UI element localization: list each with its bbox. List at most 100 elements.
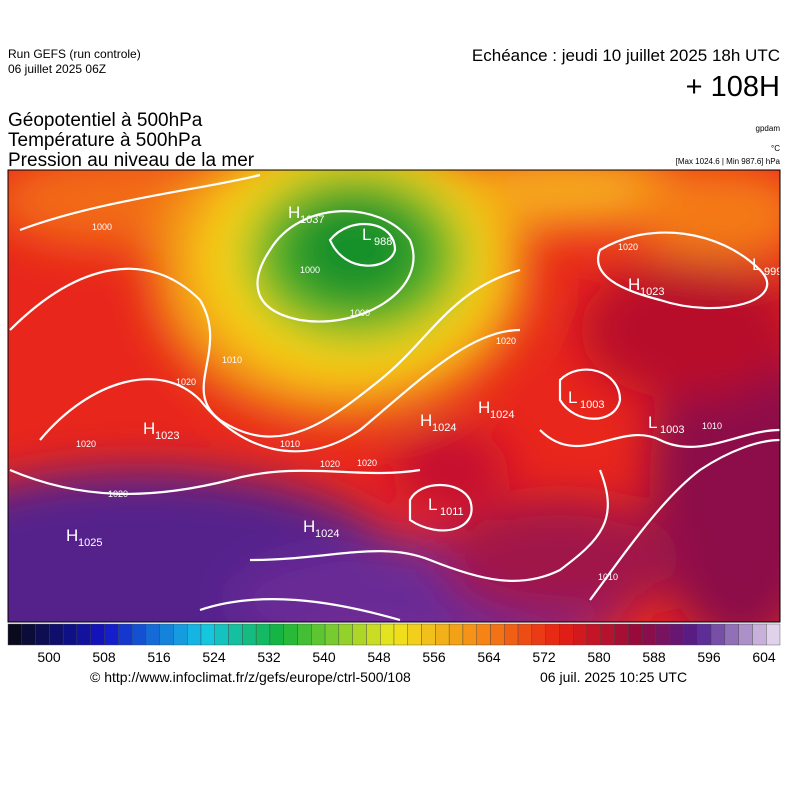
colorbar-swatch: [738, 623, 753, 646]
center-letter: L: [568, 388, 577, 407]
isobar-label: 1010: [222, 355, 242, 365]
field-title: Pression au niveau de la mer: [8, 150, 255, 171]
center-letter: H: [420, 411, 432, 430]
center-letter: H: [478, 398, 490, 417]
colorbar-swatch: [228, 623, 243, 646]
isobar-label: 1020: [176, 377, 196, 387]
colorbar-swatch: [366, 623, 381, 646]
colorbar-label: 572: [532, 649, 556, 665]
center-letter: H: [143, 419, 155, 438]
colorbar-swatch: [586, 623, 601, 646]
map: 1000 1010 1020 1020 1020 1010 1020 1020 1000 1000…: [8, 170, 782, 622]
isobar-label: 1010: [280, 439, 300, 449]
center-letter: H: [66, 526, 78, 545]
isobar-label: 1000: [92, 222, 112, 232]
colorbar-swatch: [504, 623, 519, 646]
colorbar-swatch: [35, 623, 50, 646]
center-letter: L: [648, 413, 657, 432]
center-letter: H: [628, 275, 640, 294]
colorbar-swatch: [7, 623, 22, 646]
colorbar-swatch: [697, 623, 712, 646]
center-value: 1003: [580, 399, 604, 411]
colorbar-swatch: [269, 623, 284, 646]
colorbar-label: 588: [642, 649, 666, 665]
center-value: 988: [374, 236, 392, 248]
center-letter: L: [362, 225, 371, 244]
isobar-labels: 1000 1010 1020 1020 1020 1010 1020 1020 1000 1000…: [76, 222, 722, 582]
center-value: 999: [764, 266, 782, 278]
center-value: 1003: [660, 424, 684, 436]
colorbar-swatch: [159, 623, 174, 646]
field-title: Géopotentiel à 500hPa: [8, 110, 203, 131]
colorbar-swatch: [435, 623, 450, 646]
colorbar-swatch: [628, 623, 643, 646]
isobar-label: 1010: [598, 572, 618, 582]
colorbar-swatch: [573, 623, 588, 646]
isobar-label: 1020: [357, 458, 377, 468]
center-value: 1011: [440, 506, 464, 518]
lead-time: + 108H: [686, 71, 780, 103]
colorbar-label: 516: [147, 649, 171, 665]
run-date: 06 juillet 2025 06Z: [8, 62, 106, 76]
colorbar-label: 580: [587, 649, 611, 665]
source-credit: © http://www.infoclimat.fr/z/gefs/europe…: [90, 669, 411, 685]
isobars: [9, 173, 780, 622]
center-value: 1023: [155, 430, 179, 442]
center-value: 1025: [78, 537, 102, 549]
colorbar-swatch: [76, 623, 91, 646]
colorbar-label: 564: [477, 649, 501, 665]
colorbar-swatch: [145, 623, 160, 646]
colorbar-swatch: [490, 623, 505, 646]
colorbar-swatch: [62, 623, 78, 646]
isobar-label: 1020: [320, 459, 340, 469]
colorbar-label: 556: [422, 649, 446, 665]
colorbar-swatch: [683, 623, 698, 646]
generated-time: 06 juil. 2025 10:25 UTC: [540, 669, 687, 685]
colorbar-swatch: [641, 623, 657, 646]
colorbar-swatch: [669, 623, 684, 646]
colorbar-swatch: [104, 623, 119, 646]
colorbar-swatch: [559, 623, 574, 646]
isobar-label: 1020: [496, 336, 516, 346]
colorbar-swatch: [766, 623, 781, 646]
colorbar-swatch: [710, 623, 726, 646]
colorbar-swatch: [614, 623, 629, 646]
colorbar-label: 508: [92, 649, 116, 665]
colorbar-label: 596: [697, 649, 721, 665]
colorbar-swatch: [448, 623, 464, 646]
colorbar-label: 548: [367, 649, 391, 665]
unit-label: °C: [771, 144, 780, 153]
colorbar-swatch: [131, 623, 147, 646]
colorbar-swatch: [462, 623, 477, 646]
colorbar-swatch: [311, 623, 326, 646]
colorbar-swatch: [545, 623, 560, 646]
center-letter: H: [303, 517, 315, 536]
colorbar-swatch: [655, 623, 670, 646]
center-letter: L: [752, 255, 761, 274]
colorbar-swatch: [214, 623, 229, 646]
colorbar-swatch: [173, 623, 188, 646]
center-value: 1024: [315, 528, 339, 540]
colorbar-swatch: [187, 623, 202, 646]
colorbar-swatch: [724, 623, 739, 646]
isobar-label: 1000: [350, 308, 370, 318]
center-letter: L: [428, 495, 437, 514]
isobar-label: 1020: [618, 242, 638, 252]
center-value: 1024: [490, 409, 514, 421]
isobar-label: 1020: [108, 489, 128, 499]
colorbar-swatch: [338, 623, 353, 646]
colorbar-swatch: [476, 623, 491, 646]
colorbar-swatch: [407, 623, 422, 646]
colorbar-swatch: [242, 623, 257, 646]
center-value: 1023: [640, 286, 664, 298]
colorbar-swatch: [297, 623, 312, 646]
colorbar-swatch: [283, 623, 298, 646]
colorbar-swatch: [600, 623, 615, 646]
colorbar: 500 508 516 524 532 540 548 556 564 572 580 588 596 6…: [7, 623, 781, 665]
center-value: 1037: [300, 214, 324, 226]
colorbar-swatch: [752, 623, 767, 646]
colorbar-swatch: [200, 623, 215, 646]
colorbar-label: 532: [257, 649, 281, 665]
